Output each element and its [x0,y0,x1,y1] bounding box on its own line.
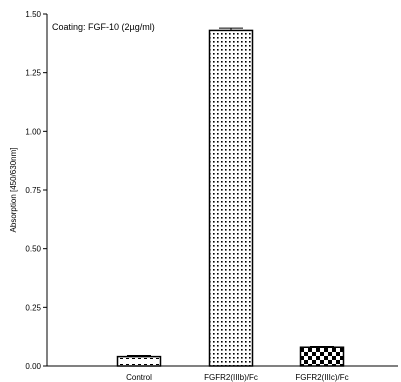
bar [208,29,254,367]
x-tick-label: FGFR2(IIIb)/Fc [204,373,258,382]
y-tick-label: 1.00 [25,127,41,136]
bar [299,346,345,367]
x-tick-labels: Control FGFR2(IIIb)/Fc FGFR2(IIIc)/Fc [126,373,349,382]
y-tick-label: 1.25 [25,69,41,78]
y-axis-label: Absorption [450/630nm] [9,148,18,233]
chart-annotation: Coating: FGF-10 (2µg/ml) [52,22,155,32]
bars [116,29,345,367]
x-tick-label: FGFR2(IIIc)/Fc [295,373,348,382]
y-tick-label: 0.00 [25,362,41,371]
y-tick-label: 0.25 [25,303,41,312]
x-tick-label: Control [126,373,152,382]
error-bars [127,27,334,357]
y-tick-label: 0.75 [25,186,41,195]
y-ticks: 0.00 0.25 0.50 0.75 1.00 1.25 1.50 [25,10,47,371]
y-tick-label: 1.50 [25,10,41,19]
y-tick-label: 0.50 [25,245,41,254]
bar [116,355,162,367]
